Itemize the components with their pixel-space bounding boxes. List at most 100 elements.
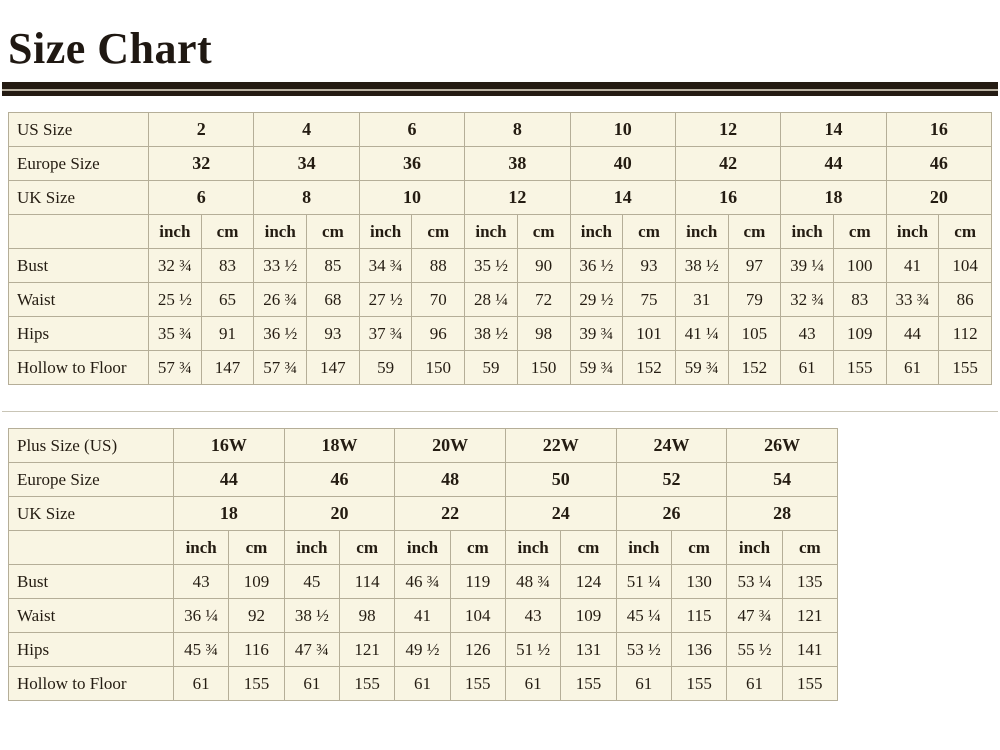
unit-label-cell: inch <box>394 530 451 566</box>
size-value-cell: 22W <box>504 428 617 464</box>
row-label-cell: Hollow to Floor <box>8 666 174 702</box>
unit-label-cell: inch <box>148 214 202 250</box>
measurement-cell: 41 <box>394 598 451 634</box>
measurement-cell: 155 <box>560 666 617 702</box>
measurement-cell: 51 ½ <box>504 632 562 668</box>
measurement-cell: 92 <box>228 598 285 634</box>
measurement-cell: 112 <box>938 316 992 352</box>
measurement-cell: 88 <box>411 248 466 284</box>
title-divider <box>2 82 998 97</box>
size-value-cell: 6 <box>358 112 466 148</box>
size-value-cell: 46 <box>283 462 396 498</box>
measurement-cell: 90 <box>516 248 571 284</box>
unit-label-cell: cm <box>727 214 782 250</box>
measurement-cell: 28 ¼ <box>464 282 518 318</box>
row-label-cell <box>8 214 149 250</box>
size-header-row: Europe Size 32 34 36 38 40 42 44 46 <box>8 146 993 182</box>
measurement-cell: 109 <box>228 564 285 600</box>
unit-label-cell: inch <box>253 214 308 250</box>
measurement-cell: 53 ¼ <box>726 564 783 600</box>
measurement-cell: 61 <box>283 666 340 702</box>
measurement-cell: 130 <box>670 564 728 600</box>
size-value-cell: 16 <box>885 112 993 148</box>
size-value-cell: 34 <box>253 146 360 182</box>
measurement-cell: 86 <box>938 282 992 318</box>
measurement-cell: 115 <box>670 598 728 634</box>
size-value-cell: 8 <box>253 180 360 216</box>
unit-label-cell: inch <box>569 214 624 250</box>
size-value-cell: 52 <box>615 462 728 498</box>
measurement-cell: 59 ¾ <box>569 350 624 386</box>
measurement-cell: 98 <box>338 598 396 634</box>
unit-row: inch cm inch cm inch cm inch cm inch cm inch cm inch… <box>8 214 992 250</box>
measurement-cell: 59 <box>464 350 518 386</box>
size-value-cell: 24 <box>504 496 617 532</box>
measurement-cell: 121 <box>338 632 396 668</box>
measurement-cell: 155 <box>338 666 396 702</box>
measurement-cell: 135 <box>781 564 839 600</box>
measurement-cell: 93 <box>622 248 676 284</box>
measurement-cell: 27 ½ <box>358 282 413 318</box>
unit-label-cell: cm <box>560 530 617 566</box>
unit-label-cell: inch <box>615 530 672 566</box>
size-value-cell: 12 <box>464 180 571 216</box>
title-divider-bar-gap <box>2 89 998 92</box>
unit-label-cell: cm <box>411 214 466 250</box>
measurement-cell: 126 <box>449 632 506 668</box>
measurement-cell: 45 ¼ <box>615 598 672 634</box>
measurement-cell: 116 <box>228 632 285 668</box>
size-header-row: Plus Size (US) 16W 18W 20W 22W 24W 26W <box>8 428 838 464</box>
size-value-cell: 38 <box>464 146 571 182</box>
measurement-cell: 31 <box>674 282 729 318</box>
size-value-cell: 44 <box>780 146 887 182</box>
unit-label-cell: cm <box>516 214 571 250</box>
measurement-cell: 51 ¼ <box>615 564 672 600</box>
standard-size-table: US Size 2 4 6 8 10 12 14 16 Europe Size 32 34 36 38 40… <box>8 112 993 386</box>
measurement-cell: 43 <box>504 598 562 634</box>
title-divider-bar-top <box>2 82 998 90</box>
size-value-cell: 24W <box>615 428 728 464</box>
row-label-cell: US Size <box>8 112 149 148</box>
measurement-cell: 155 <box>781 666 839 702</box>
measurement-cell: 48 ¾ <box>504 564 562 600</box>
measurement-cell: 29 ½ <box>569 282 624 318</box>
measurement-cell: 141 <box>781 632 839 668</box>
measure-row: Waist 25 ½ 65 26 ¾ 68 27 ½ 70 28 ¼ 72 29 ½ 75 31 79 3… <box>8 282 992 318</box>
measurement-cell: 155 <box>832 350 887 386</box>
row-label-cell: Bust <box>8 248 149 284</box>
size-header-row: Europe Size 44 46 48 50 52 54 <box>8 462 838 498</box>
measurement-cell: 131 <box>560 632 617 668</box>
measurement-cell: 68 <box>306 282 360 318</box>
measurement-cell: 47 ¾ <box>283 632 340 668</box>
row-label-cell: UK Size <box>8 496 174 532</box>
size-value-cell: 48 <box>394 462 506 498</box>
unit-label-cell: cm <box>622 214 676 250</box>
row-label-cell: Hips <box>8 316 149 352</box>
size-value-cell: 26 <box>615 496 728 532</box>
measurement-cell: 104 <box>449 598 506 634</box>
unit-label-cell: cm <box>228 530 285 566</box>
measurement-cell: 83 <box>200 248 255 284</box>
size-value-cell: 18W <box>283 428 396 464</box>
measurement-cell: 32 ¾ <box>780 282 834 318</box>
measurement-cell: 61 <box>172 666 230 702</box>
size-chart-page: Size Chart US Size 2 4 6 8 10 12 14 16 Europe Siz… <box>0 25 1000 750</box>
row-label-cell <box>8 530 174 566</box>
measurement-cell: 93 <box>306 316 360 352</box>
measurement-cell: 152 <box>727 350 782 386</box>
measurement-cell: 150 <box>411 350 466 386</box>
unit-label-cell: cm <box>338 530 396 566</box>
measurement-cell: 41 <box>885 248 940 284</box>
measurement-cell: 109 <box>832 316 887 352</box>
measurement-cell: 155 <box>228 666 285 702</box>
measurement-cell: 155 <box>938 350 992 386</box>
row-label-cell: Europe Size <box>8 462 174 498</box>
measurement-cell: 105 <box>727 316 782 352</box>
size-value-cell: 20W <box>394 428 506 464</box>
size-value-cell: 8 <box>464 112 571 148</box>
unit-label-cell: cm <box>832 214 887 250</box>
measurement-cell: 59 ¾ <box>674 350 729 386</box>
measurement-cell: 45 <box>283 564 340 600</box>
size-value-cell: 54 <box>726 462 838 498</box>
